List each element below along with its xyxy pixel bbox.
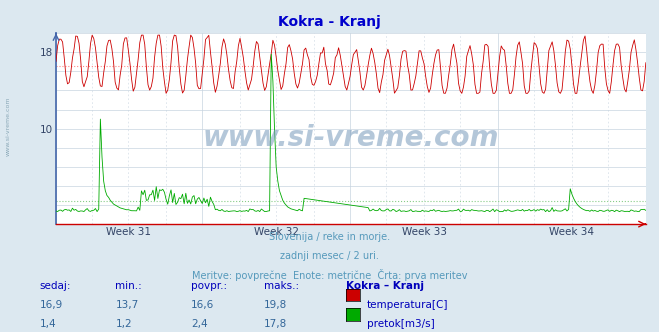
Text: 1,4: 1,4 bbox=[40, 319, 56, 329]
Text: temperatura[C]: temperatura[C] bbox=[367, 300, 449, 310]
Text: 19,8: 19,8 bbox=[264, 300, 287, 310]
Text: 16,6: 16,6 bbox=[191, 300, 214, 310]
Text: Meritve: povprečne  Enote: metrične  Črta: prva meritev: Meritve: povprečne Enote: metrične Črta:… bbox=[192, 269, 467, 281]
Text: Slovenija / reke in morje.: Slovenija / reke in morje. bbox=[269, 232, 390, 242]
Text: 16,9: 16,9 bbox=[40, 300, 63, 310]
Text: maks.:: maks.: bbox=[264, 281, 299, 290]
Text: www.si-vreme.com: www.si-vreme.com bbox=[203, 124, 499, 152]
Text: 17,8: 17,8 bbox=[264, 319, 287, 329]
Text: 2,4: 2,4 bbox=[191, 319, 208, 329]
Text: zadnji mesec / 2 uri.: zadnji mesec / 2 uri. bbox=[280, 251, 379, 261]
Text: min.:: min.: bbox=[115, 281, 142, 290]
Text: pretok[m3/s]: pretok[m3/s] bbox=[367, 319, 435, 329]
Text: 13,7: 13,7 bbox=[115, 300, 138, 310]
Text: 1,2: 1,2 bbox=[115, 319, 132, 329]
Text: sedaj:: sedaj: bbox=[40, 281, 71, 290]
Text: Kokra - Kranj: Kokra - Kranj bbox=[278, 15, 381, 29]
Text: Kokra – Kranj: Kokra – Kranj bbox=[346, 281, 424, 290]
Text: povpr.:: povpr.: bbox=[191, 281, 227, 290]
Text: www.si-vreme.com: www.si-vreme.com bbox=[5, 96, 11, 156]
